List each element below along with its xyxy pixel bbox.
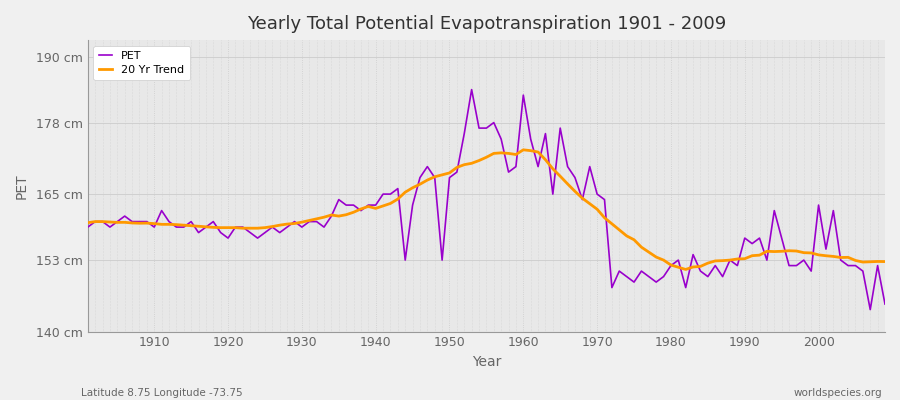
Title: Yearly Total Potential Evapotranspiration 1901 - 2009: Yearly Total Potential Evapotranspiratio… <box>247 15 726 33</box>
Legend: PET, 20 Yr Trend: PET, 20 Yr Trend <box>94 46 190 80</box>
PET <box>526 137 536 142</box>
20 Yr Trend <box>518 148 528 152</box>
Text: Latitude 8.75 Longitude -73.75: Latitude 8.75 Longitude -73.75 <box>81 388 243 398</box>
20 Yr Trend <box>526 148 536 153</box>
PET <box>879 302 890 306</box>
20 Yr Trend <box>141 221 152 226</box>
PET <box>83 225 94 230</box>
X-axis label: Year: Year <box>472 355 501 369</box>
PET <box>304 219 315 224</box>
Text: worldspecies.org: worldspecies.org <box>794 388 882 398</box>
PET <box>466 87 477 92</box>
20 Yr Trend <box>614 228 625 232</box>
20 Yr Trend <box>348 210 359 215</box>
PET <box>865 307 876 312</box>
Y-axis label: PET: PET <box>15 173 29 199</box>
20 Yr Trend <box>510 152 521 157</box>
Line: PET: PET <box>88 90 885 310</box>
PET <box>614 269 625 274</box>
20 Yr Trend <box>680 267 691 272</box>
Line: 20 Yr Trend: 20 Yr Trend <box>88 150 885 270</box>
PET <box>518 93 528 98</box>
PET <box>141 219 152 224</box>
20 Yr Trend <box>879 259 890 264</box>
20 Yr Trend <box>304 218 315 223</box>
PET <box>348 203 359 208</box>
20 Yr Trend <box>83 220 94 225</box>
